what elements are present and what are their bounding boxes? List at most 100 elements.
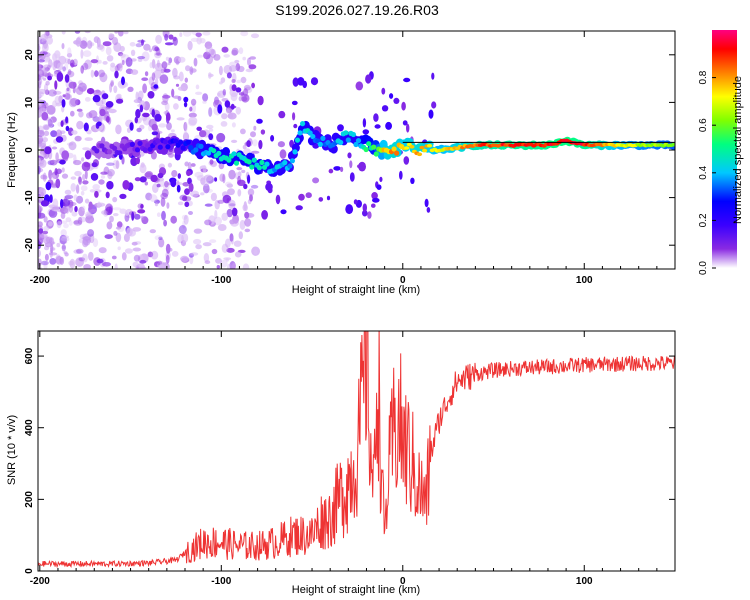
ridge-core xyxy=(317,141,323,147)
noise-blob xyxy=(61,43,65,50)
noise-blob xyxy=(78,110,84,118)
noise-blob xyxy=(74,170,82,177)
noise-blob xyxy=(55,136,64,143)
ridge-core xyxy=(198,143,204,149)
ridge-core xyxy=(180,145,186,151)
noise-blob xyxy=(385,121,392,130)
noise-blob xyxy=(226,183,233,188)
noise-blob xyxy=(70,110,75,117)
noise-blob xyxy=(195,244,202,250)
ridge-core xyxy=(394,150,400,156)
noise-blob xyxy=(217,104,223,114)
noise-blob xyxy=(279,149,287,159)
noise-blob xyxy=(65,116,69,124)
ridge-core xyxy=(206,150,212,156)
ridge-core xyxy=(251,157,257,163)
noise-blob xyxy=(270,135,275,142)
noise-blob xyxy=(64,194,74,200)
x-tick-label: 100 xyxy=(576,576,593,587)
noise-blob xyxy=(70,176,77,180)
noise-blob xyxy=(164,33,169,41)
noise-blob xyxy=(244,228,251,233)
snr-x-ticks: -200 -100 0 100 xyxy=(30,331,676,587)
noise-blob xyxy=(123,31,129,35)
noise-blob xyxy=(190,190,199,197)
ridge-core xyxy=(292,149,298,155)
noise-blob xyxy=(59,220,68,224)
x-tick-label: 100 xyxy=(576,275,593,286)
noise-blob xyxy=(102,262,111,267)
noise-blob xyxy=(149,62,153,69)
noise-blob xyxy=(147,251,154,258)
noise-blob xyxy=(154,46,160,52)
noise-blob xyxy=(65,125,70,132)
noise-blob xyxy=(181,214,188,220)
noise-blob xyxy=(42,64,52,70)
noise-blob xyxy=(167,62,171,66)
noise-blob xyxy=(226,208,233,218)
noise-blob xyxy=(302,80,308,89)
noise-blob xyxy=(107,169,115,177)
noise-blob xyxy=(62,94,66,98)
noise-blob xyxy=(253,249,258,255)
noise-blob xyxy=(376,184,382,190)
noise-blob xyxy=(59,240,68,245)
ridge-core xyxy=(264,161,270,167)
noise-blob xyxy=(96,44,104,50)
noise-blob xyxy=(81,157,85,162)
noise-blob xyxy=(406,123,410,133)
noise-blob xyxy=(106,116,110,123)
ridge-core xyxy=(112,145,118,151)
ridge-core xyxy=(363,146,369,153)
y-tick-label: 600 xyxy=(24,347,35,364)
noise-blob xyxy=(260,129,266,135)
noise-blob xyxy=(199,130,207,138)
noise-blob xyxy=(82,50,92,57)
noise-blob xyxy=(222,173,226,184)
ridge-core xyxy=(366,141,372,147)
noise-blob xyxy=(130,49,136,56)
noise-blob xyxy=(63,223,69,229)
noise-blob xyxy=(183,96,189,103)
noise-blob xyxy=(202,31,211,36)
noise-blob xyxy=(172,67,178,78)
noise-blob xyxy=(141,51,150,62)
noise-blob xyxy=(57,62,63,71)
noise-blob xyxy=(226,247,235,253)
noise-blob xyxy=(184,188,190,196)
noise-blob xyxy=(55,255,63,265)
noise-blob xyxy=(155,52,162,56)
noise-blob xyxy=(58,55,67,65)
noise-blob xyxy=(46,36,53,45)
noise-blob xyxy=(68,205,74,213)
noise-blob xyxy=(102,41,112,47)
noise-blob xyxy=(136,127,142,133)
ridge-core xyxy=(320,135,326,141)
ridge-core xyxy=(391,146,397,152)
noise-blob xyxy=(158,236,163,240)
noise-blob xyxy=(189,255,194,265)
noise-blob xyxy=(173,103,179,110)
noise-blob xyxy=(38,194,41,198)
noise-blob xyxy=(257,95,264,106)
noise-blob xyxy=(48,89,57,97)
noise-blob xyxy=(151,72,156,81)
noise-blob xyxy=(175,83,180,87)
noise-blob xyxy=(182,31,192,37)
noise-blob xyxy=(208,215,216,225)
noise-blob xyxy=(38,130,45,138)
ridge-core xyxy=(404,146,410,150)
noise-blob xyxy=(188,253,194,258)
noise-blob xyxy=(99,108,106,117)
noise-blob xyxy=(150,151,157,160)
noise-blob xyxy=(190,163,196,167)
ridge-core xyxy=(373,151,379,157)
noise-blob xyxy=(130,69,139,75)
noise-blob xyxy=(139,259,147,264)
noise-blob xyxy=(49,194,53,203)
noise-blob xyxy=(202,93,209,102)
noise-blob xyxy=(151,59,156,69)
noise-blob xyxy=(242,204,248,212)
noise-blob xyxy=(44,242,53,248)
